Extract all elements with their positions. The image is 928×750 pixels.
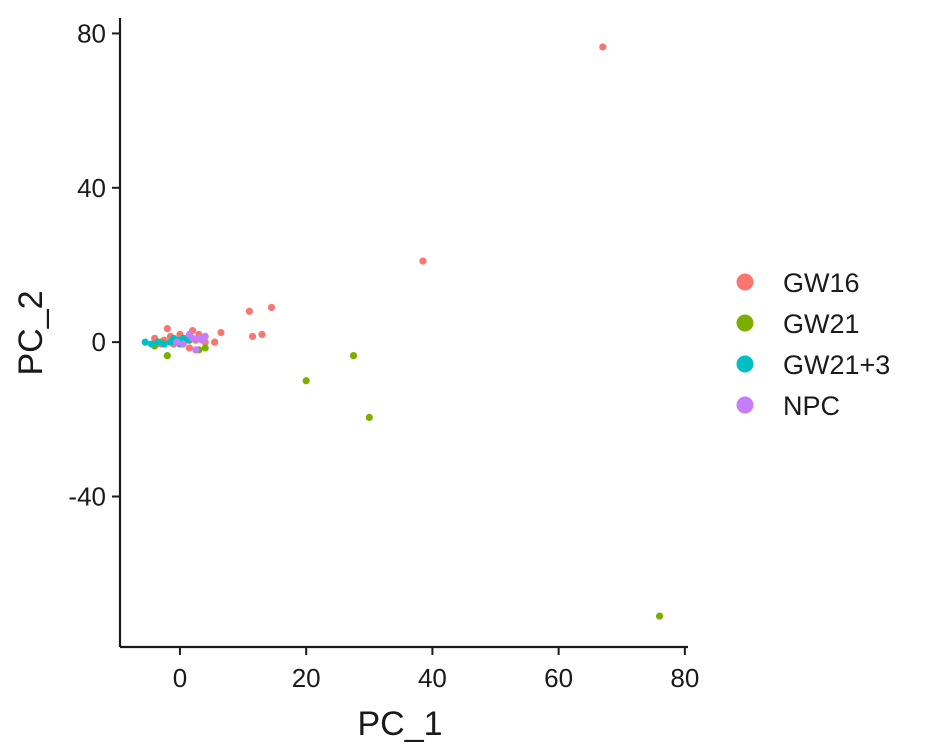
data-point — [185, 344, 194, 352]
data-point — [245, 307, 253, 315]
x-tick-label: 0 — [173, 663, 187, 693]
data-point — [419, 257, 427, 265]
data-point — [258, 330, 266, 339]
x-tick-label: 60 — [544, 663, 573, 693]
data-point — [211, 338, 219, 346]
data-point — [179, 334, 187, 342]
y-tick-label: 40 — [77, 173, 106, 203]
y-tick-label: -40 — [68, 482, 106, 512]
x-tick-label: 20 — [292, 663, 321, 693]
data-point — [201, 344, 209, 352]
data-point — [365, 413, 373, 421]
plot-area — [141, 43, 664, 620]
data-point — [248, 332, 257, 340]
x-axis-ticks: 0 20 40 60 80 — [173, 647, 699, 693]
legend: GW16 GW21 GW21+3 NPC — [736, 268, 890, 421]
data-point — [163, 352, 171, 360]
data-point — [154, 338, 162, 346]
data-point — [160, 340, 168, 348]
legend-label: GW16 — [783, 268, 860, 298]
data-point — [179, 340, 187, 348]
legend-key — [736, 396, 754, 414]
data-point — [656, 612, 664, 620]
legend-key — [736, 314, 754, 332]
data-point — [192, 346, 200, 354]
x-axis-title: PC_1 — [357, 705, 442, 743]
y-axis-title: PC_2 — [12, 290, 50, 375]
data-point — [141, 338, 149, 346]
x-tick-label: 80 — [670, 663, 699, 693]
data-point — [302, 377, 310, 385]
x-tick-label: 40 — [418, 663, 447, 693]
y-tick-label: 0 — [92, 327, 106, 357]
data-point — [173, 338, 181, 346]
y-tick-label: 80 — [77, 18, 106, 48]
data-point — [163, 325, 171, 333]
data-point — [599, 43, 607, 51]
series-gw16 — [151, 43, 607, 352]
data-point — [147, 340, 156, 348]
legend-key — [736, 355, 754, 373]
legend-label: GW21+3 — [783, 350, 890, 380]
data-point — [217, 328, 225, 337]
data-point — [267, 303, 276, 312]
legend-label: GW21 — [783, 309, 860, 339]
legend-key — [736, 273, 754, 291]
series-npc — [173, 330, 209, 354]
data-point — [185, 330, 194, 339]
series-gw21 — [151, 336, 664, 620]
legend-label: NPC — [783, 391, 840, 421]
y-axis-ticks: -40 0 40 80 — [68, 18, 120, 512]
data-point — [349, 352, 358, 360]
data-point — [201, 332, 209, 340]
